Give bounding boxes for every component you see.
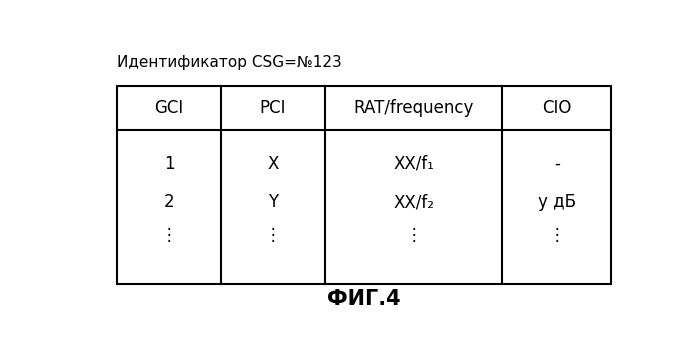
Text: XX/f₁: XX/f₁ — [393, 155, 434, 173]
Text: CIO: CIO — [542, 99, 571, 117]
Text: GCI: GCI — [155, 99, 184, 117]
Text: RAT/frequency: RAT/frequency — [354, 99, 474, 117]
Text: ⋮: ⋮ — [548, 226, 565, 244]
Text: ⋮: ⋮ — [265, 226, 281, 244]
Text: ⋮: ⋮ — [405, 226, 422, 244]
Text: XX/f₂: XX/f₂ — [393, 193, 434, 211]
Text: ⋮: ⋮ — [161, 226, 178, 244]
Text: 1: 1 — [164, 155, 174, 173]
Text: -: - — [554, 155, 559, 173]
Text: 2: 2 — [164, 193, 174, 211]
Text: у дБ: у дБ — [538, 193, 575, 211]
Text: Идентификатор CSG=№123: Идентификатор CSG=№123 — [118, 55, 342, 70]
Text: ФИГ.4: ФИГ.4 — [328, 289, 401, 309]
Text: X: X — [267, 155, 279, 173]
Text: PCI: PCI — [260, 99, 286, 117]
Bar — [118, 86, 611, 284]
Text: Y: Y — [268, 193, 278, 211]
